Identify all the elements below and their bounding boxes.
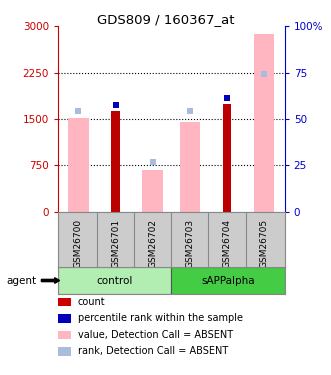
Bar <box>142 170 163 212</box>
Bar <box>223 104 231 212</box>
Text: count: count <box>78 297 105 307</box>
Bar <box>68 118 89 212</box>
Bar <box>112 111 119 212</box>
Text: agent: agent <box>7 276 37 285</box>
Text: percentile rank within the sample: percentile rank within the sample <box>78 314 243 323</box>
Text: control: control <box>96 276 133 286</box>
Text: GSM26702: GSM26702 <box>148 219 157 268</box>
Text: GSM26701: GSM26701 <box>111 219 120 268</box>
Text: value, Detection Call = ABSENT: value, Detection Call = ABSENT <box>78 330 233 340</box>
Bar <box>58 267 171 294</box>
Bar <box>171 267 285 294</box>
Text: rank, Detection Call = ABSENT: rank, Detection Call = ABSENT <box>78 346 228 356</box>
Bar <box>254 34 274 212</box>
Text: GSM26703: GSM26703 <box>185 219 194 268</box>
Text: sAPPalpha: sAPPalpha <box>201 276 255 286</box>
Text: GSM26704: GSM26704 <box>222 219 232 268</box>
Bar <box>180 122 200 212</box>
Text: GSM26705: GSM26705 <box>260 219 269 268</box>
Text: GDS809 / 160367_at: GDS809 / 160367_at <box>97 13 234 26</box>
Text: GSM26700: GSM26700 <box>74 219 83 268</box>
